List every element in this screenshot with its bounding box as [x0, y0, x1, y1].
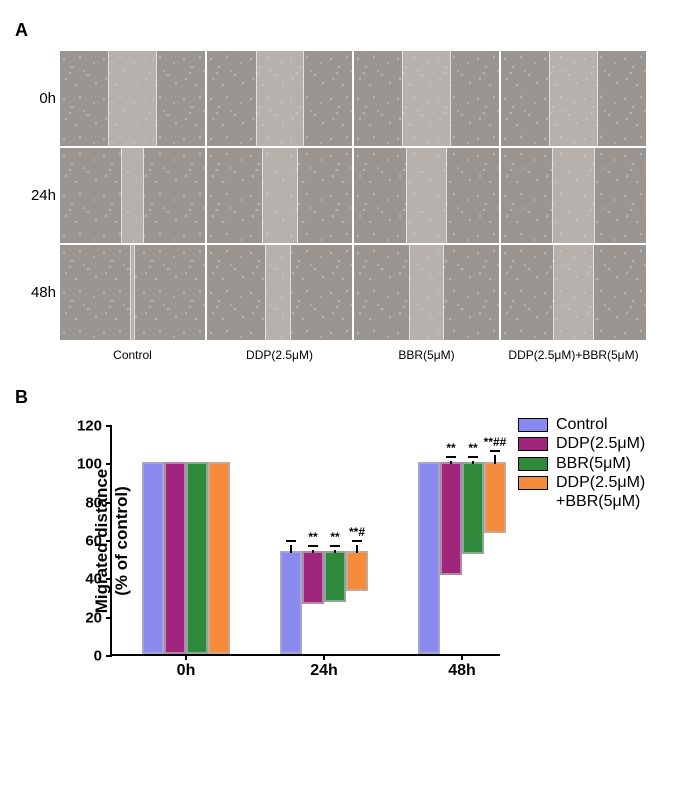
y-tick	[106, 655, 112, 657]
bar	[142, 462, 164, 654]
chart-area: Migrated distance(% of control) 02040608…	[110, 426, 684, 656]
y-tick-label: 100	[77, 456, 102, 473]
figure-container: A 0h24h48h ControlDDP(2.5μM)BBR(5μM)DDP(…	[0, 0, 699, 676]
x-tick-label: 48h	[448, 662, 476, 680]
panel-a: A 0h24h48h ControlDDP(2.5μM)BBR(5μM)DDP(…	[15, 20, 684, 362]
y-tick	[106, 578, 112, 580]
column-label: BBR(5μM)	[354, 348, 499, 362]
bar: **	[440, 462, 462, 575]
x-tick-label: 0h	[177, 662, 196, 680]
bar	[208, 462, 230, 654]
bar-group: ******#	[280, 551, 368, 655]
legend-item: Control	[518, 416, 645, 434]
bar: **	[302, 551, 324, 605]
x-tick	[323, 654, 325, 660]
microscopy-image	[60, 51, 205, 146]
bar: **	[324, 551, 346, 603]
y-tick-label: 0	[94, 648, 102, 665]
microscopy-image	[354, 148, 499, 243]
y-tick-label: 120	[77, 418, 102, 435]
legend-swatch	[518, 476, 548, 490]
y-tick-label: 60	[85, 533, 102, 550]
x-tick	[185, 654, 187, 660]
microscopy-image	[207, 51, 352, 146]
bar	[280, 551, 302, 655]
legend-item: DDP(2.5μM)	[518, 435, 645, 453]
legend-swatch	[518, 437, 548, 451]
legend-item: DDP(2.5μM)+BBR(5μM)	[518, 474, 645, 511]
panel-b-label: B	[15, 387, 684, 408]
significance-marker: **#	[349, 525, 365, 539]
microscopy-image	[60, 245, 205, 340]
microscopy-image	[354, 245, 499, 340]
bar-group: ******##	[418, 462, 506, 654]
microscopy-image	[501, 51, 646, 146]
bar: **##	[484, 462, 506, 533]
bar	[418, 462, 440, 654]
column-label: Control	[60, 348, 205, 362]
x-tick	[461, 654, 463, 660]
legend-item: BBR(5μM)	[518, 455, 645, 473]
microscopy-row: 24h	[60, 148, 684, 243]
y-tick	[106, 617, 112, 619]
y-tick	[106, 502, 112, 504]
microscopy-image	[354, 51, 499, 146]
significance-marker: **##	[484, 435, 507, 449]
legend-label: DDP(2.5μM)	[556, 435, 645, 453]
legend-label: DDP(2.5μM)+BBR(5μM)	[556, 474, 645, 511]
panel-a-label: A	[15, 20, 684, 41]
microscopy-image	[207, 148, 352, 243]
legend-label: BBR(5μM)	[556, 455, 631, 473]
bar	[186, 462, 208, 654]
bar: **#	[346, 551, 368, 591]
y-tick-label: 20	[85, 609, 102, 626]
microscopy-row: 48h	[60, 245, 684, 340]
microscopy-image	[60, 148, 205, 243]
y-tick	[106, 463, 112, 465]
y-tick	[106, 425, 112, 427]
bar-group	[142, 462, 230, 654]
row-label: 24h	[18, 187, 56, 204]
legend-label: Control	[556, 416, 608, 434]
y-tick-label: 40	[85, 571, 102, 588]
legend-swatch	[518, 418, 548, 432]
legend-swatch	[518, 457, 548, 471]
microscopy-grid: 0h24h48h	[60, 51, 684, 340]
significance-marker: **	[446, 441, 455, 455]
bar: **	[462, 462, 484, 554]
microscopy-row: 0h	[60, 51, 684, 146]
significance-marker: **	[330, 530, 339, 544]
microscopy-image	[501, 245, 646, 340]
bar	[164, 462, 186, 654]
column-label: DDP(2.5μM)+BBR(5μM)	[501, 348, 646, 362]
microscopy-image	[501, 148, 646, 243]
significance-marker: **	[468, 441, 477, 455]
legend: ControlDDP(2.5μM) BBR(5μM)DDP(2.5μM)+BBR(…	[518, 416, 645, 512]
microscopy-image	[207, 245, 352, 340]
x-tick-label: 24h	[310, 662, 338, 680]
significance-marker: **	[308, 530, 317, 544]
row-label: 0h	[18, 90, 56, 107]
row-label: 48h	[18, 284, 56, 301]
y-tick-label: 80	[85, 494, 102, 511]
column-label: DDP(2.5μM)	[207, 348, 352, 362]
column-labels: ControlDDP(2.5μM)BBR(5μM)DDP(2.5μM)+BBR(…	[60, 348, 684, 362]
y-tick	[106, 540, 112, 542]
plot-area: 0204060801001200h******#24h******##48h	[110, 426, 500, 656]
panel-b: B Migrated distance(% of control) 020406…	[15, 387, 684, 656]
